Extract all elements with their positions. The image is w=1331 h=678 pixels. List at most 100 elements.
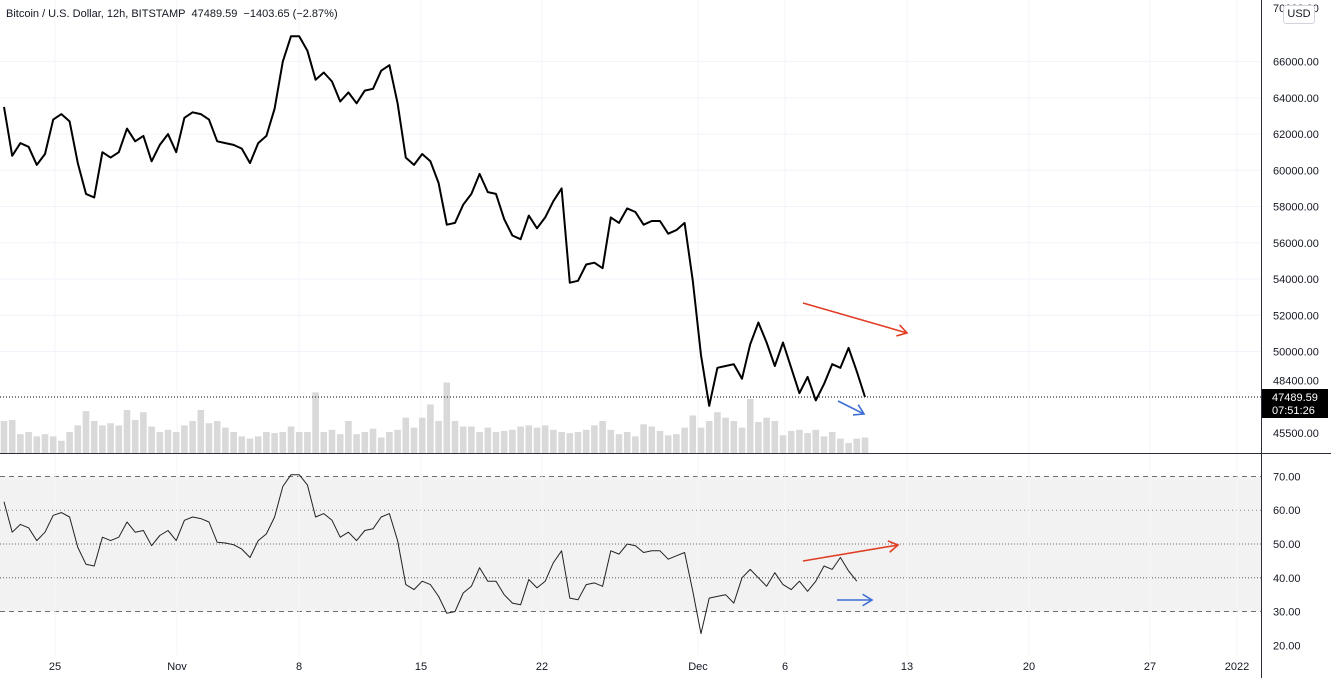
- volume-bar: [271, 433, 278, 454]
- volume-bar: [558, 432, 565, 454]
- price-tick-label: 56000.00: [1273, 238, 1319, 250]
- volume-bar: [476, 432, 483, 454]
- currency-button[interactable]: USD: [1283, 5, 1315, 24]
- last-price-badge: 47489.59 07:51:26: [1262, 389, 1328, 418]
- symbol-title: Bitcoin / U.S. Dollar, 12h, BITSTAMP: [6, 8, 186, 20]
- volume-bar: [722, 417, 729, 454]
- time-gridlines: [54, 0, 1238, 655]
- countdown: 07:51:26: [1272, 405, 1315, 417]
- last-value: 47489.59: [191, 8, 238, 20]
- price-tick-label: 64000.00: [1273, 93, 1319, 105]
- volume-bar: [189, 421, 196, 454]
- time-tick-label: 6: [782, 661, 788, 673]
- volume-bar: [664, 435, 672, 454]
- time-tick-label: 8: [296, 661, 302, 673]
- volume-bar: [304, 432, 311, 454]
- volume-bar: [541, 425, 549, 454]
- volume-bar: [254, 436, 262, 454]
- rsi-tick-label: 50.00: [1273, 539, 1301, 551]
- volume-bar: [673, 434, 680, 454]
- volume-bar: [17, 434, 24, 454]
- volume-bar: [295, 432, 303, 454]
- rsi-line[interactable]: [3, 474, 858, 635]
- volume-bar: [320, 432, 328, 454]
- volume-bar: [369, 428, 377, 454]
- time-tick-label: Nov: [167, 661, 187, 673]
- volume-bar: [787, 430, 795, 454]
- rsi-trend-arrow[interactable]: [802, 540, 900, 562]
- rsi-tick-label: 30.00: [1273, 607, 1301, 619]
- rsi-tick-label: 20.00: [1273, 640, 1301, 652]
- price-trend-arrow[interactable]: [802, 302, 909, 337]
- symbol-header[interactable]: Bitcoin / U.S. Dollar, 12h, BITSTAMP 4748…: [6, 8, 338, 20]
- volume-bar: [796, 429, 803, 454]
- volume-bar: [689, 415, 697, 454]
- price-line[interactable]: [3, 35, 866, 407]
- price-tick-label: 50000.00: [1273, 347, 1319, 359]
- volume-bar: [746, 399, 754, 454]
- volume-bar: [763, 417, 770, 454]
- volume-bar: [566, 433, 574, 454]
- price-tick-label: 60000.00: [1273, 165, 1319, 177]
- volume-bar: [402, 417, 410, 454]
- volume-bars: [0, 382, 869, 454]
- volume-bar: [172, 432, 180, 454]
- volume-bar: [714, 412, 721, 454]
- volume-bar: [8, 419, 16, 454]
- volume-bar: [377, 437, 385, 454]
- volume-bar: [615, 434, 623, 454]
- volume-bar: [820, 436, 828, 454]
- volume-bar: [164, 429, 172, 454]
- volume-bar: [197, 410, 205, 454]
- volume-bar: [861, 437, 869, 454]
- volume-bar: [41, 434, 49, 454]
- volume-bar: [90, 421, 98, 454]
- volume-bar: [845, 443, 852, 454]
- volume-bar: [648, 426, 656, 454]
- volume-bar: [582, 429, 590, 454]
- volume-bar: [533, 427, 541, 454]
- volume-bar: [492, 432, 500, 454]
- volume-bar: [246, 438, 254, 454]
- rsi-low-arrow[interactable]: [837, 593, 874, 607]
- volume-bar: [410, 427, 418, 454]
- volume-bar: [263, 432, 270, 454]
- volume-bar: [591, 425, 598, 454]
- volume-bar: [517, 426, 524, 454]
- volume-bar: [107, 423, 114, 454]
- volume-bar: [386, 432, 393, 454]
- price-low-arrow[interactable]: [837, 400, 866, 416]
- volume-bar: [771, 421, 779, 454]
- volume-bar: [336, 434, 344, 454]
- time-tick-label: 27: [1144, 661, 1156, 673]
- volume-bar: [140, 412, 147, 454]
- volume-bar: [58, 440, 65, 454]
- volume-bar: [681, 427, 688, 454]
- annotation-arrows[interactable]: [802, 302, 909, 607]
- volume-bar: [74, 425, 82, 454]
- volume-bar: [484, 427, 492, 454]
- volume-bar: [632, 436, 639, 454]
- volume-bar: [435, 421, 442, 454]
- volume-bar: [33, 436, 41, 454]
- price-tick-label: 58000.00: [1273, 202, 1319, 214]
- volume-bar: [345, 421, 352, 454]
- price-scale[interactable]: 66000.00 64000.00 62000.00 60000.00 58000.00…: [1273, 57, 1319, 440]
- time-tick-label: 2022: [1225, 661, 1249, 673]
- volume-bar: [205, 423, 213, 454]
- volume-bar: [312, 392, 319, 454]
- time-scale[interactable]: 25 Nov 8 15 22 Dec 6 13 20 27 2022: [49, 661, 1249, 673]
- rsi-scale[interactable]: 70.00 60.00 50.00 40.00 30.00 20.00: [1273, 471, 1301, 652]
- price-tick-label: 45500.00: [1273, 428, 1319, 440]
- time-tick-label: 13: [901, 661, 913, 673]
- time-tick-label: 15: [415, 661, 427, 673]
- rsi-tick-label: 60.00: [1273, 505, 1301, 517]
- volume-bar: [353, 434, 360, 454]
- volume-bar: [82, 411, 90, 454]
- price-gridlines: [0, 61, 1261, 353]
- volume-bar: [451, 421, 459, 454]
- volume-bar: [779, 435, 787, 454]
- time-tick-label: 22: [536, 661, 548, 673]
- volume-bar: [468, 426, 475, 454]
